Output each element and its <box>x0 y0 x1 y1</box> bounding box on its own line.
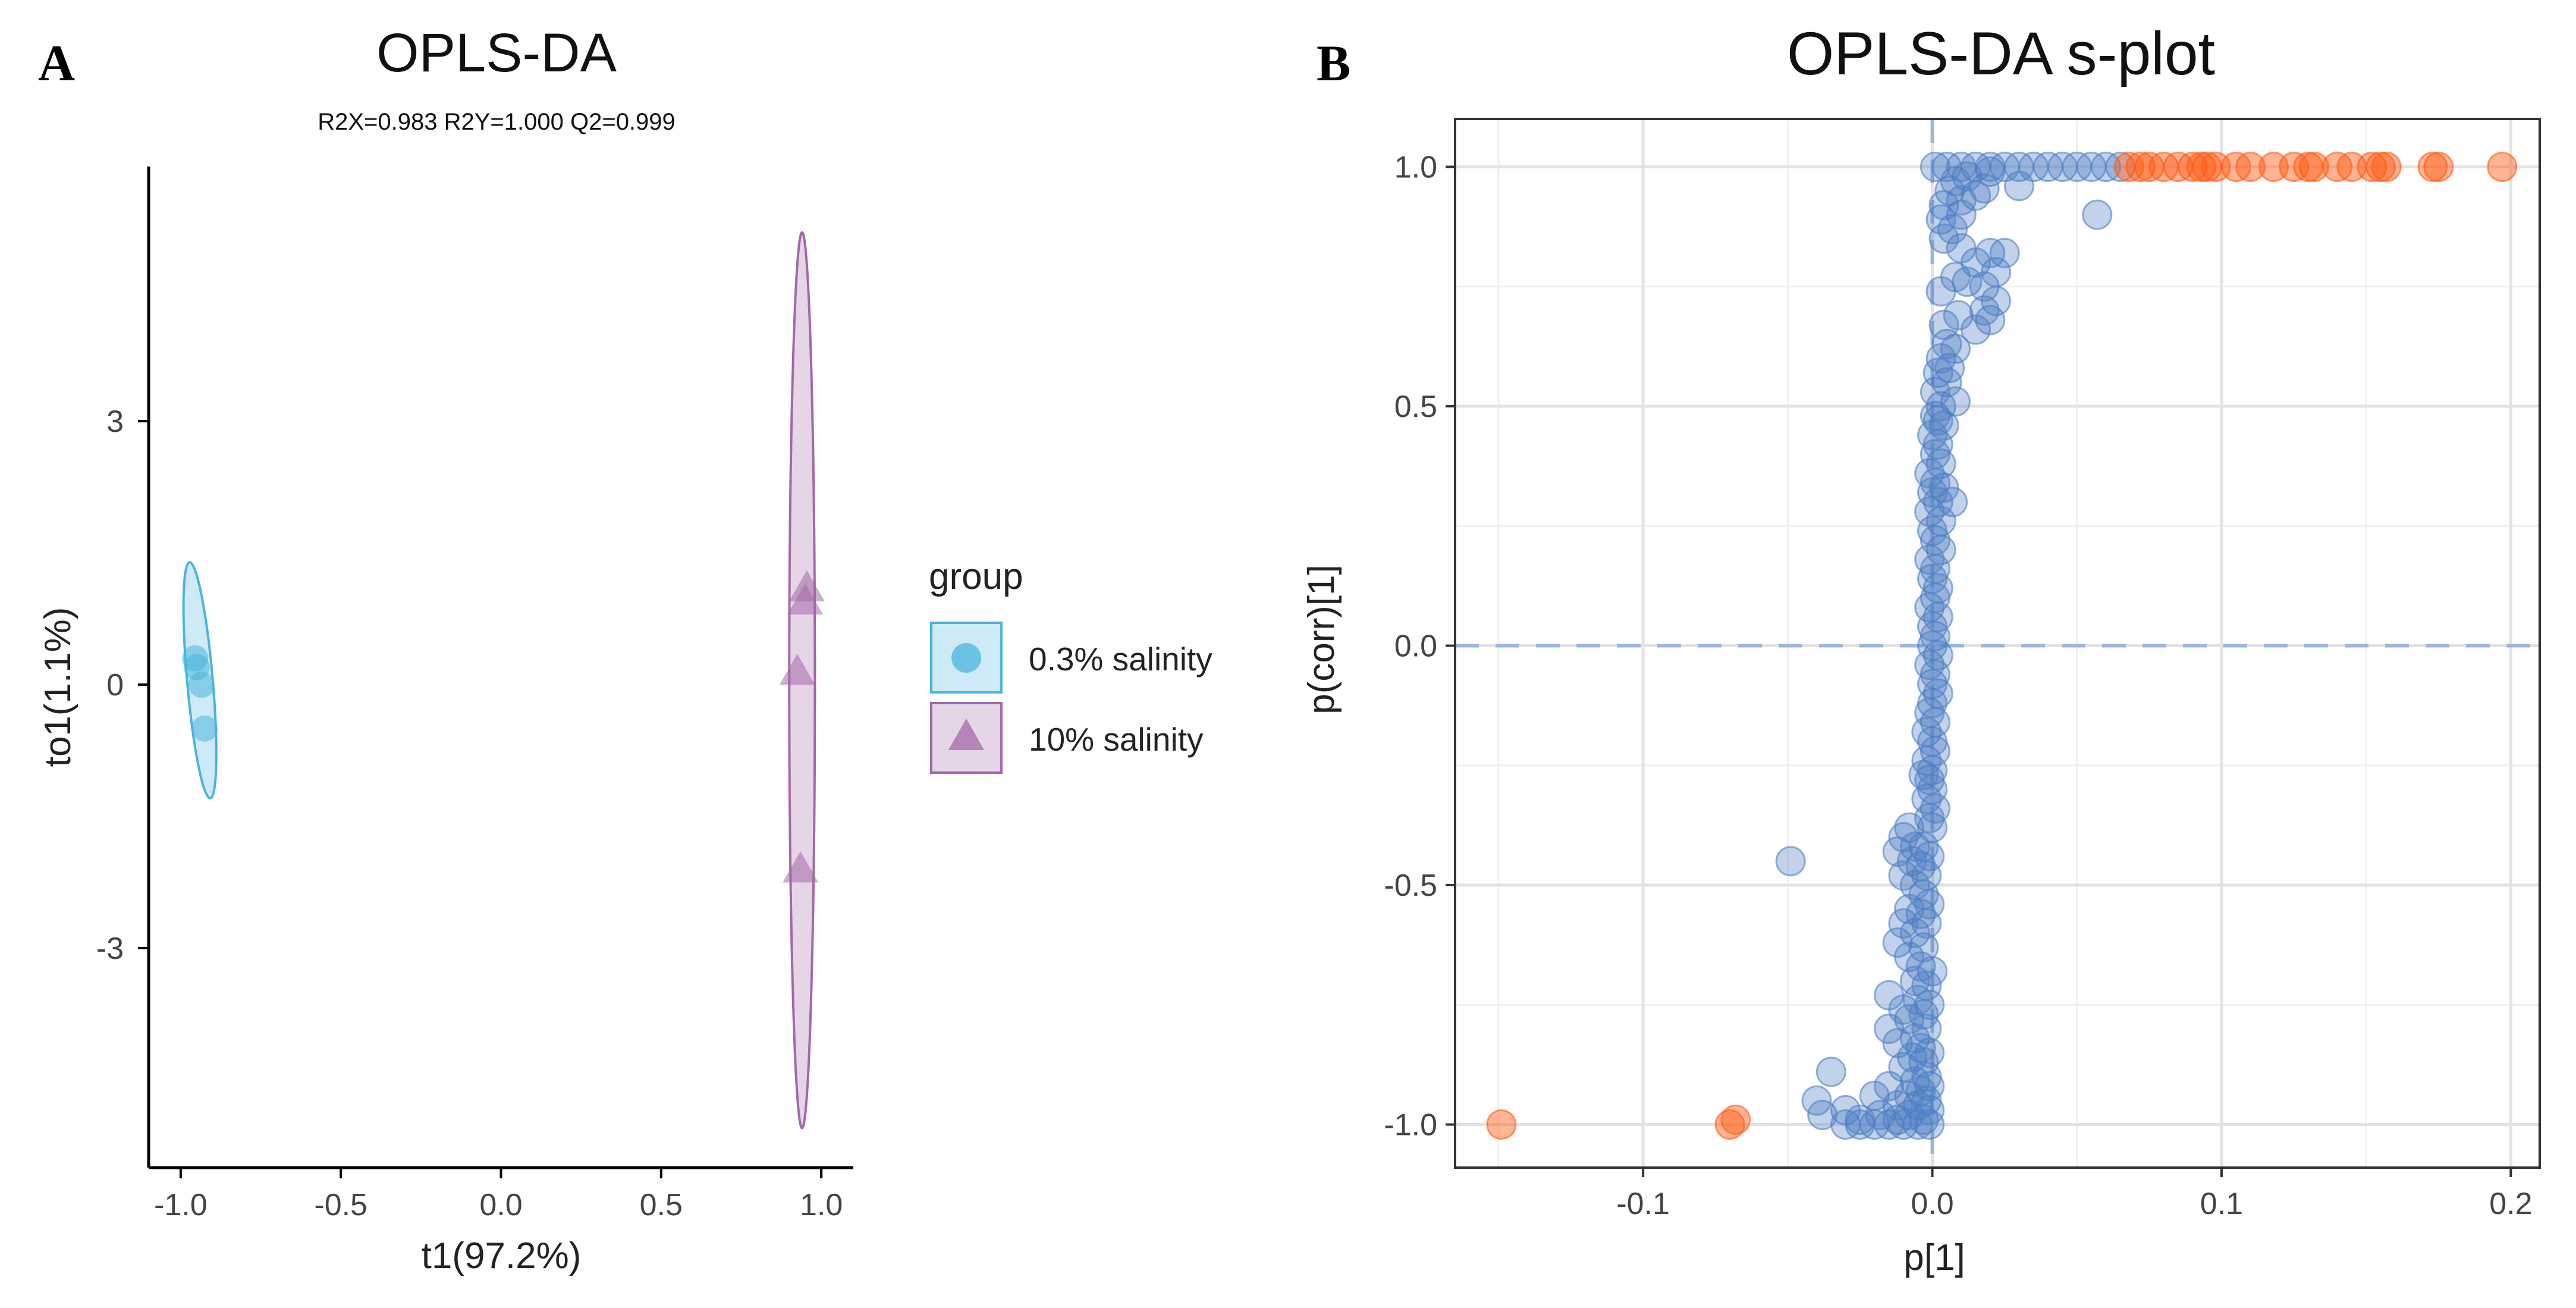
data-point <box>1874 1014 1905 1044</box>
data-point <box>1914 1109 1945 1140</box>
x-tick-label: 0.2 <box>2489 1187 2532 1221</box>
data-point <box>1775 846 1806 877</box>
data-point <box>1908 932 1939 963</box>
data-point-highlighted <box>2487 152 2518 183</box>
y-tick-label: -3 <box>96 931 124 966</box>
data-point-highlighted <box>2371 152 2402 183</box>
panel-a-letter: A <box>38 34 75 92</box>
panel-a-opls-da-scores-plot: A OPLS-DA R2X=0.983 R2Y=1.000 Q2=0.999 -… <box>37 23 1212 1276</box>
panel-a-legend: group 0.3% salinity 10% salinity <box>929 556 1212 774</box>
data-point <box>1917 477 1948 508</box>
y-tick-label: 3 <box>106 404 124 439</box>
x-tick-label: -0.1 <box>1616 1187 1670 1221</box>
data-point-highlighted <box>1714 1109 1745 1140</box>
data-point <box>1911 783 1942 814</box>
y-tick-label: -1.0 <box>1384 1108 1437 1143</box>
data-point <box>1874 1071 1905 1102</box>
panel-b-x-axis-label: p[1] <box>1903 1237 1965 1278</box>
data-point <box>1882 1104 1913 1135</box>
y-tick-label: 0 <box>106 668 124 702</box>
data-point-circle <box>188 672 215 698</box>
data-point <box>1807 1099 1838 1130</box>
legend-label-0: 0.3% salinity <box>1029 641 1212 677</box>
data-point <box>1931 152 1962 183</box>
x-tick-label: 0.5 <box>640 1188 683 1222</box>
data-point <box>1914 592 1945 623</box>
x-tick-label: 0.0 <box>1911 1187 1953 1221</box>
y-tick-label: 0.5 <box>1394 390 1437 424</box>
x-tick-label: -1.0 <box>154 1188 208 1222</box>
data-point <box>2082 199 2113 230</box>
data-point <box>1914 1037 1945 1068</box>
data-point <box>1961 314 1991 345</box>
x-tick-label: 1.0 <box>800 1188 843 1222</box>
data-point-highlighted <box>2423 152 2454 183</box>
data-point <box>1969 295 2000 326</box>
x-tick-label: -0.5 <box>314 1188 367 1222</box>
data-point <box>1989 237 2020 268</box>
panel-a-plot-area: -1.0 -0.5 0.0 0.5 1.0 -3 0 3 <box>96 167 853 1222</box>
data-point-highlighted <box>2299 152 2330 183</box>
panel-a-subtitle: R2X=0.983 R2Y=1.000 Q2=0.999 <box>318 109 676 135</box>
panel-b-s-plot: B OPLS-DA s-plot -0.1 0.0 0.1 0.2 -1.0 -0.5 0.… <box>1301 20 2541 1278</box>
x-tick-label: 0.1 <box>2200 1187 2243 1221</box>
y-tick-label: -0.5 <box>1384 868 1437 903</box>
data-point-triangle <box>787 583 824 615</box>
data-point <box>1928 223 1959 254</box>
data-point-circle <box>191 715 218 742</box>
legend-circle-icon <box>951 643 981 673</box>
data-point <box>1920 793 1950 824</box>
data-point <box>1952 266 1983 297</box>
data-point <box>1917 419 1948 450</box>
data-point <box>1899 918 1930 949</box>
panel-b-border <box>1454 118 2541 1169</box>
data-point-highlighted <box>1486 1109 1517 1140</box>
panel-a-x-axis-label: t1(97.2%) <box>422 1235 582 1276</box>
data-point <box>1905 898 1936 929</box>
data-point <box>1975 156 2006 187</box>
legend-label-1: 10% salinity <box>1029 721 1204 758</box>
panel-a-title: OPLS-DA <box>376 23 617 83</box>
data-point <box>1946 199 1977 230</box>
data-point <box>1914 889 1945 920</box>
data-point <box>1914 841 1945 872</box>
data-point <box>1940 333 1971 364</box>
data-point <box>1914 650 1945 680</box>
data-point <box>1925 276 1956 307</box>
x-tick-label: 0.0 <box>479 1188 522 1222</box>
y-tick-label: 0.0 <box>1394 629 1437 664</box>
data-point-highlighted <box>2125 152 2156 183</box>
data-point <box>1922 601 1953 632</box>
data-point <box>1815 1056 1846 1087</box>
data-point <box>1937 214 1968 244</box>
data-point <box>1882 836 1913 867</box>
data-point <box>1908 1104 1939 1135</box>
data-point-highlighted <box>1720 1104 1751 1135</box>
data-point-triangle <box>779 653 815 685</box>
panel-b-y-axis-label: p(corr)[1] <box>1301 564 1342 714</box>
panel-a-y-axis-label: to1(1.1%) <box>37 607 78 767</box>
data-point <box>1922 640 1953 671</box>
y-tick-label: 1.0 <box>1394 150 1437 185</box>
panel-b-letter: B <box>1317 34 1350 92</box>
panel-b-plot-area: -0.1 0.0 0.1 0.2 -1.0 -0.5 0.0 0.5 1.0 <box>1384 118 2541 1221</box>
data-point <box>1922 357 1953 388</box>
data-point <box>1908 760 1939 791</box>
data-point <box>2003 171 2034 202</box>
data-point <box>1937 487 1968 517</box>
legend-triangle-icon <box>948 719 984 750</box>
data-point-highlighted <box>2235 152 2266 183</box>
data-point <box>1975 305 2006 335</box>
data-point <box>1902 1109 1933 1140</box>
data-point-triangle <box>783 851 819 883</box>
panel-b-title: OPLS-DA s-plot <box>1787 20 2215 87</box>
data-point-triangle <box>788 570 825 602</box>
legend-title: group <box>929 556 1023 597</box>
data-point <box>1914 544 1945 575</box>
